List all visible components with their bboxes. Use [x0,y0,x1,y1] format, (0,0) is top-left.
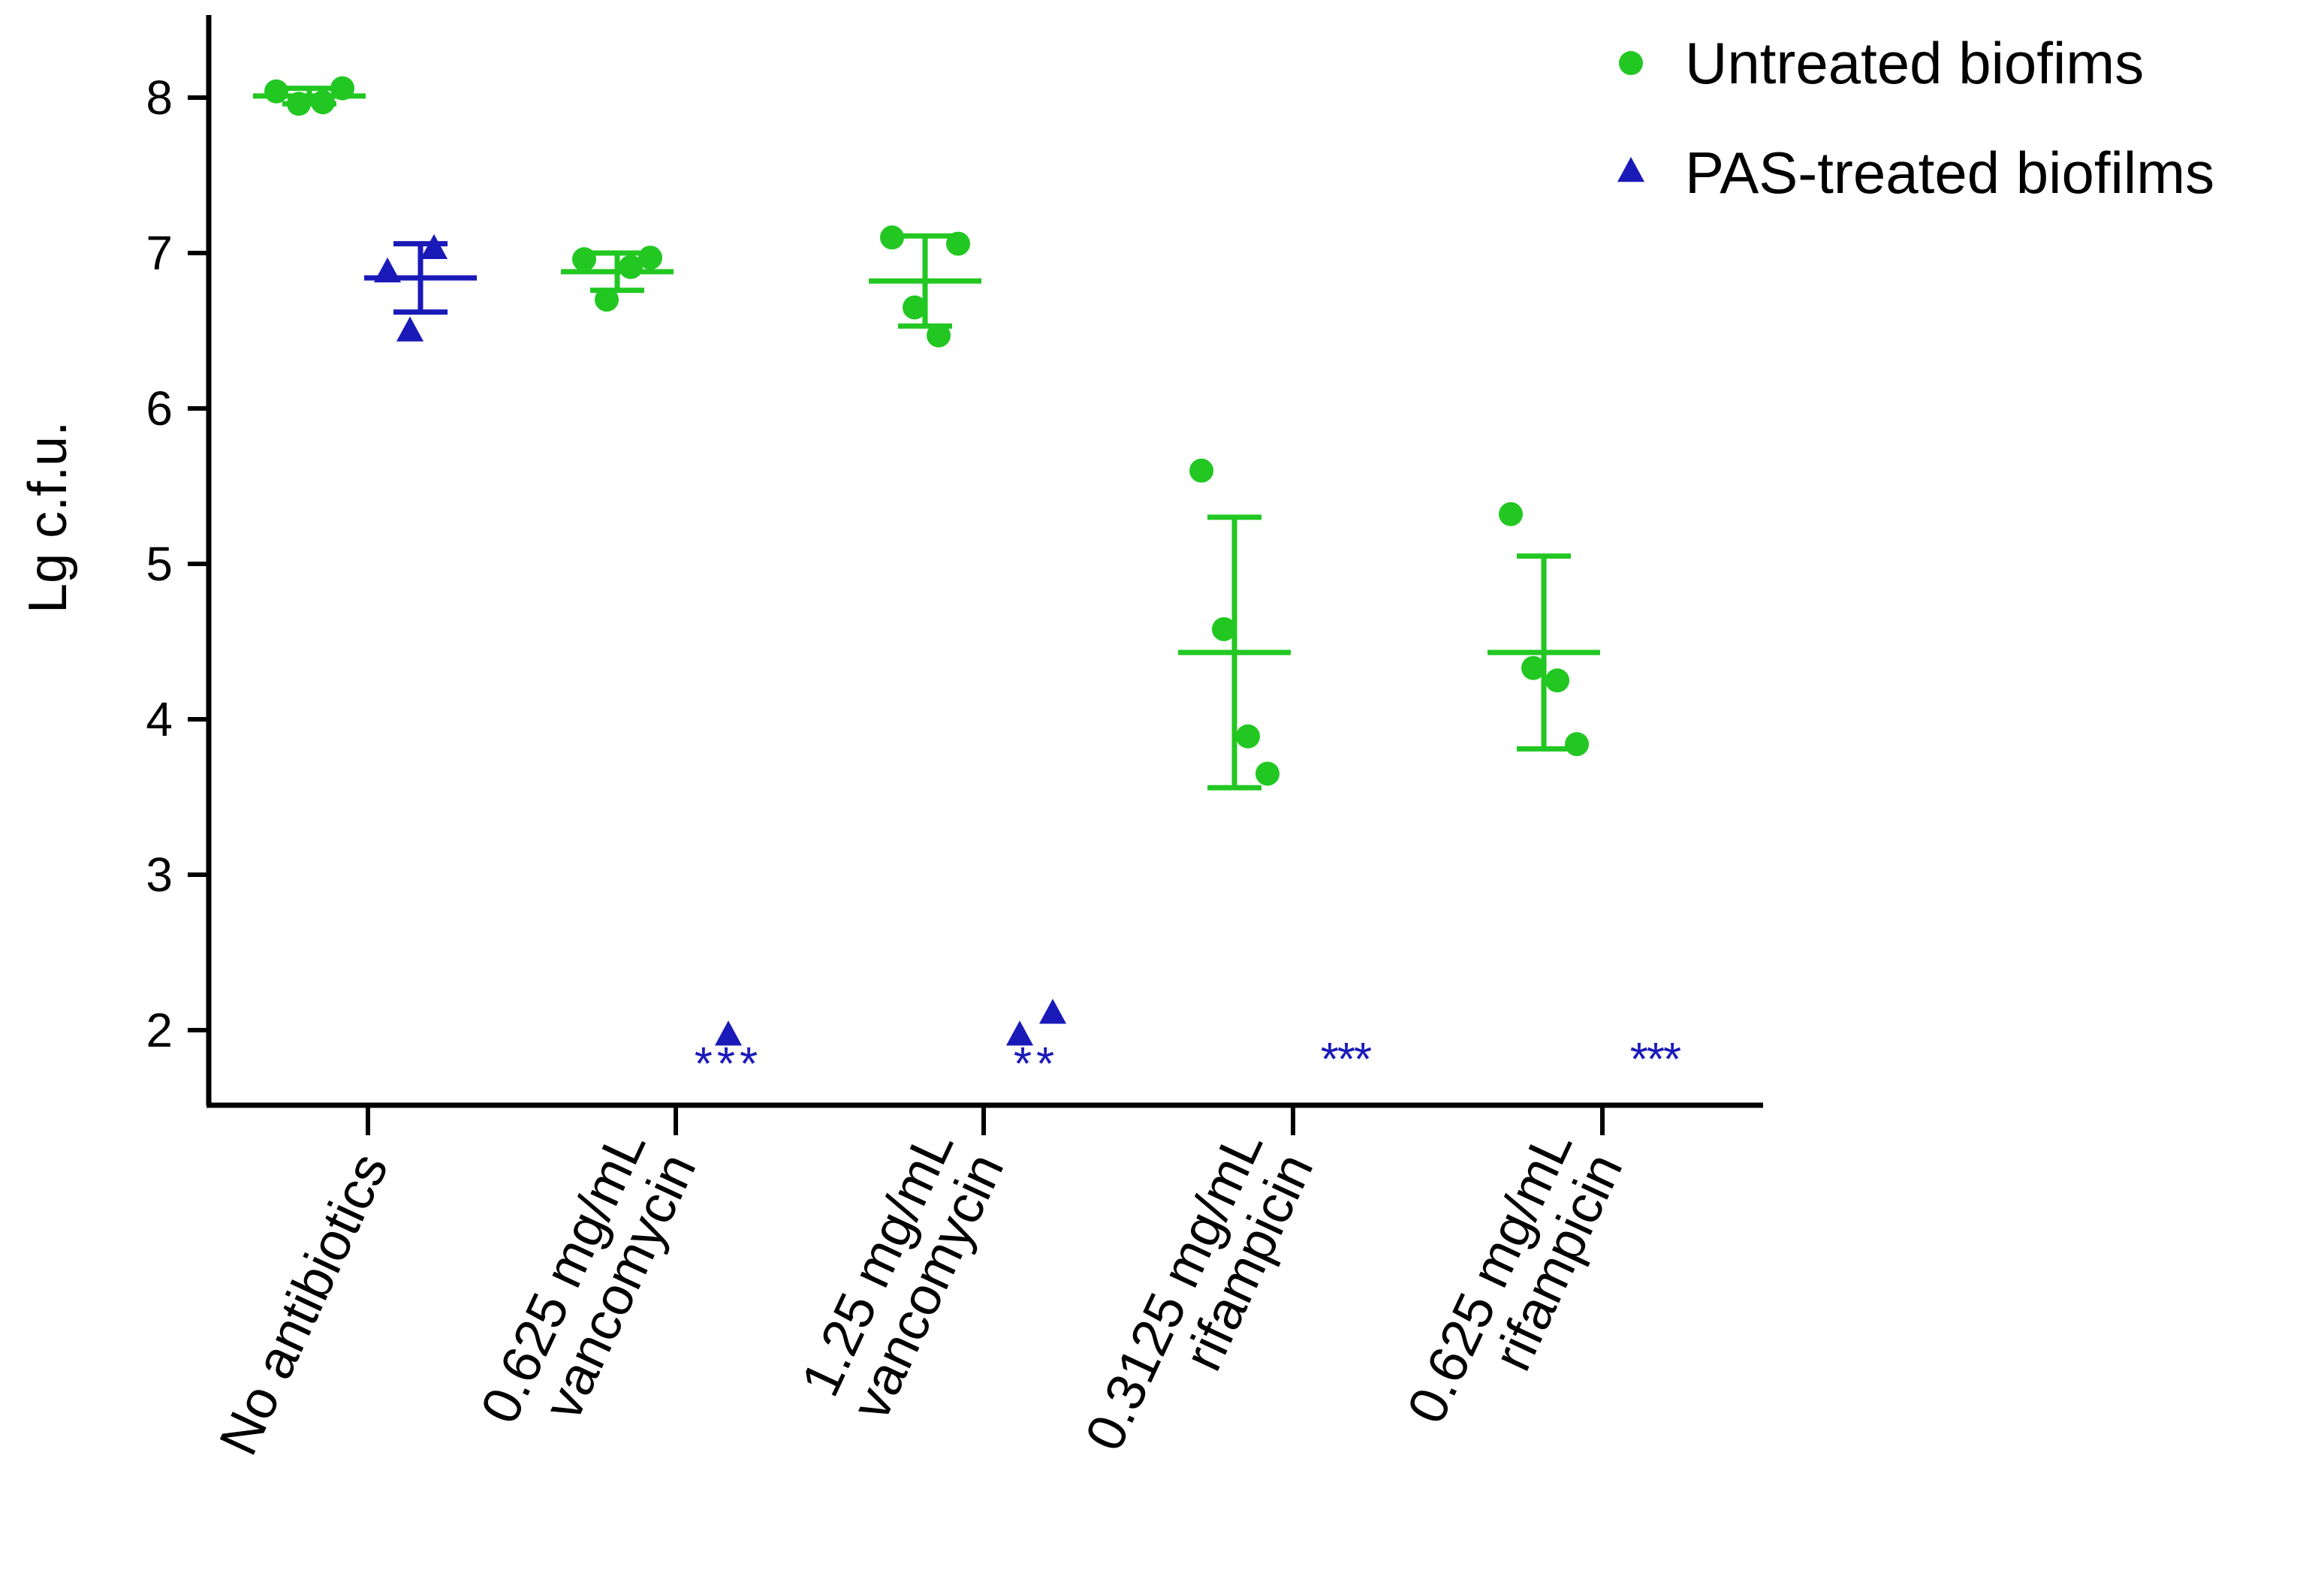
data-point-triangle [396,316,424,342]
series-untreated [253,76,1600,791]
data-point-circle [1212,616,1236,641]
legend-label-untreated: Untreated biofims [1685,30,2144,96]
data-point-circle [1255,761,1280,786]
data-point-triangle [420,234,448,260]
y-tick-label: 3 [146,848,173,902]
data-point-triangle [1005,1020,1034,1046]
significance-stars: *** [1630,1034,1681,1086]
data-point-circle [903,295,927,320]
legend-marker-triangle [1617,157,1645,182]
y-tick-label: 7 [146,226,173,280]
data-point-circle [1565,732,1589,757]
data-point-circle [595,288,619,312]
legend-marker-circle [1619,51,1643,75]
data-point-circle [1189,458,1213,483]
data-point-circle [1499,502,1523,526]
legend: Untreated biofims PAS-treated biofilms [1617,30,2214,206]
significance-stars: *** [1321,1034,1372,1086]
data-point-circle [1236,724,1260,749]
data-point-triangle [1038,999,1067,1024]
y-tick-label: 5 [146,537,173,591]
category-label: No antibiotics [208,1144,399,1464]
y-tick-label: 4 [146,692,173,746]
data-point-triangle [714,1020,743,1046]
data-point-circle [880,225,904,250]
significance-stars: ** [1014,1038,1059,1090]
y-tick-label: 6 [146,381,173,435]
significance-stars: *** [695,1038,762,1090]
data-point-circle [1521,655,1545,680]
data-marks [253,76,1600,1046]
data-point-circle [638,246,662,270]
legend-label-pas-treated: PAS-treated biofilms [1685,140,2214,206]
series-pas-treated [364,234,1067,1046]
y-tick-label: 2 [146,1003,173,1057]
axes [188,15,1763,1135]
data-point-circle [264,79,288,104]
data-point-circle [927,323,951,348]
data-point-circle [1545,668,1569,693]
y-axis-title: Lg c.f.u. [18,421,78,613]
category-label-line: No antibiotics [208,1144,399,1464]
y-tick-label: 8 [146,71,173,125]
labels: 2 3 4 5 6 7 8 Lg c.f.u. No antibiotics 0.625 mg/m… [18,71,1683,1464]
